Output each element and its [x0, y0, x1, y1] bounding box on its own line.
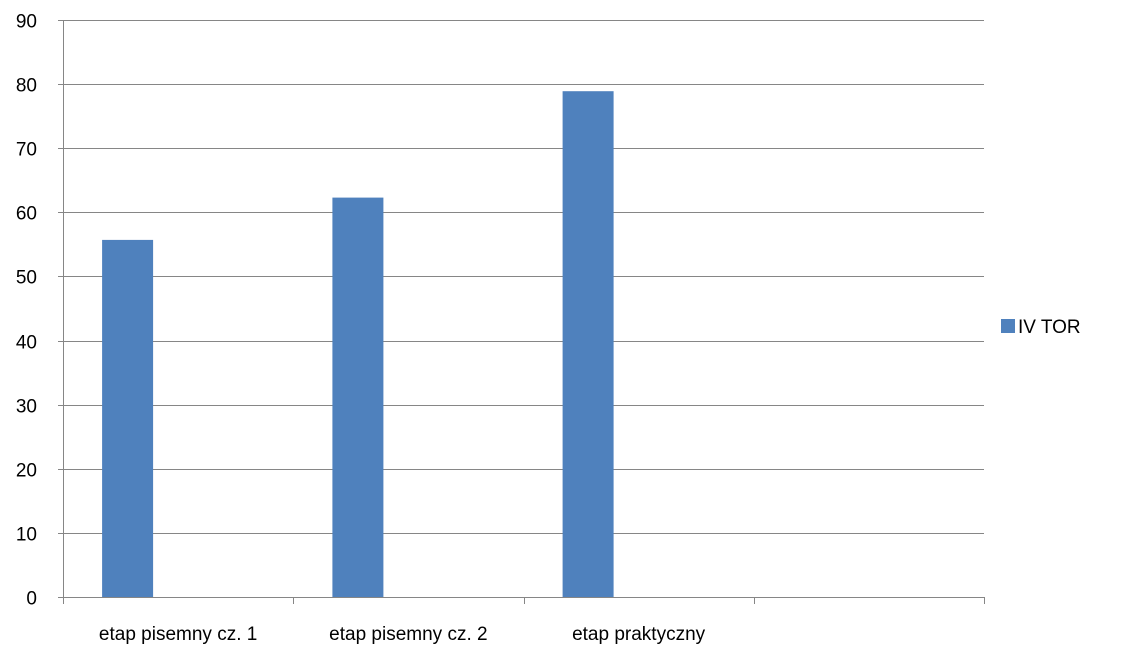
- y-tick-label-30: 30: [16, 397, 37, 418]
- x-tick-label: etap praktyczny: [572, 624, 706, 645]
- y-tick-label-40: 40: [16, 333, 37, 354]
- legend: IV TOR: [1001, 317, 1081, 338]
- x-tick-labels: etap pisemny cz. 1 etap pisemny cz. 2 etap…: [99, 624, 706, 645]
- y-tick-label-60: 60: [16, 204, 37, 225]
- gridlines: [63, 20, 984, 534]
- bar-2: [332, 197, 384, 597]
- y-tick-label-20: 20: [16, 461, 37, 482]
- bar-3: [562, 91, 614, 597]
- y-tick-label-90: 90: [16, 12, 37, 33]
- y-tick-labels: 0 10 20 30 40 50 60 70 80 90: [16, 12, 37, 610]
- y-tick-label-80: 80: [16, 76, 37, 97]
- y-tick-label-10: 10: [16, 525, 37, 546]
- legend-swatch: [1001, 319, 1015, 333]
- bars: [102, 91, 614, 597]
- y-tick-label-70: 70: [16, 140, 37, 161]
- axes: [58, 20, 985, 604]
- y-tick-label-0: 0: [26, 589, 37, 610]
- y-tick-label-50: 50: [16, 268, 37, 289]
- x-tick-label: etap pisemny cz. 2: [329, 624, 487, 645]
- legend-label: IV TOR: [1018, 317, 1081, 338]
- x-tick-label: etap pisemny cz. 1: [99, 624, 257, 645]
- bar-1: [102, 239, 154, 597]
